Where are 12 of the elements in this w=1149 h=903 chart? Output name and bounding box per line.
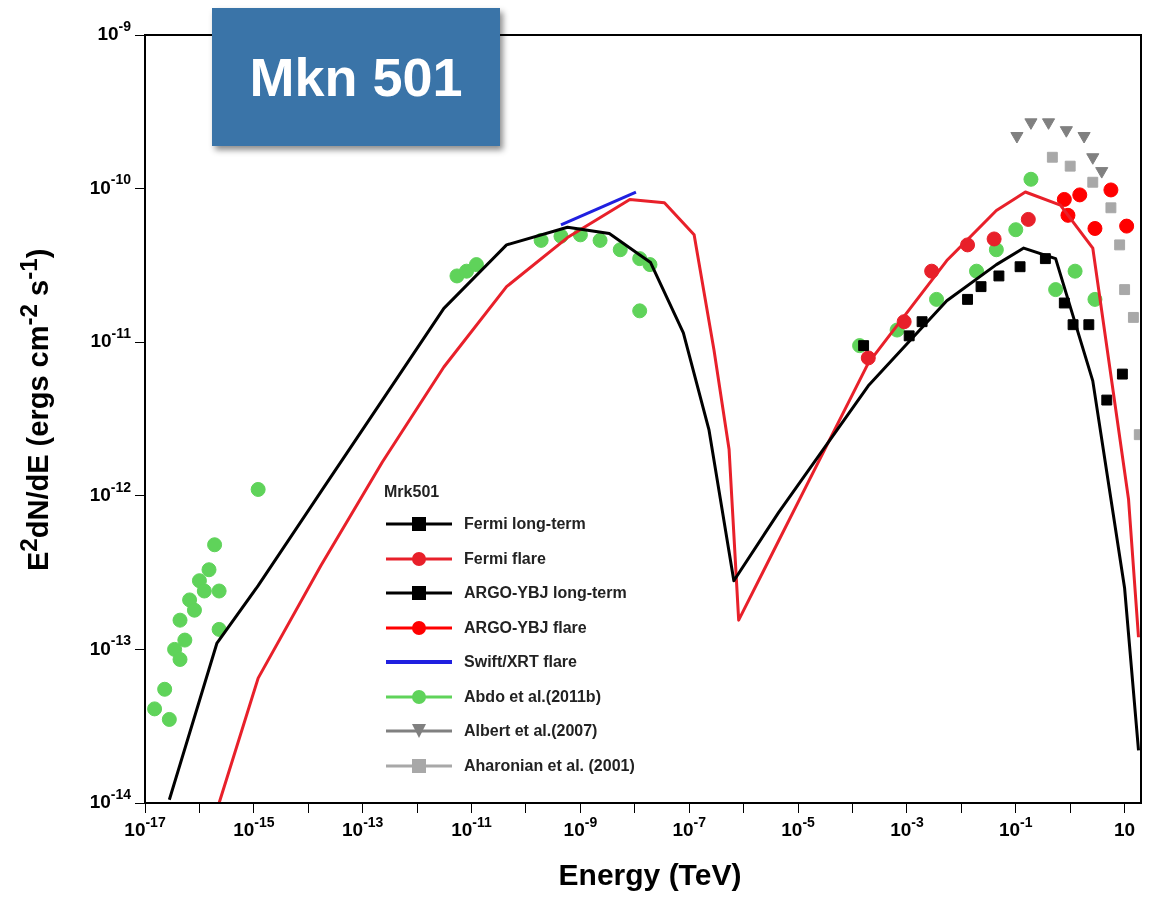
legend-label: Abdo et al.(2011b) (464, 687, 601, 706)
legend-label: Albert et al.(2007) (464, 722, 598, 741)
x-axis-title: Energy (TeV) (557, 858, 743, 892)
legend-label: Fermi flare (464, 549, 546, 568)
legend-label: Aharonian et al. (2001) (464, 756, 635, 775)
legend-label: ARGO-YBJ flare (464, 618, 587, 637)
legend-label: ARGO-YBJ long-term (464, 584, 627, 603)
legend-title: Mrk501 (384, 483, 441, 501)
x-tick-label: 10 (1114, 819, 1136, 841)
legend-label: Swift/XRT flare (464, 653, 577, 672)
legend-label: Fermi long-term (464, 515, 586, 534)
chart-title: Mkn 501 (212, 8, 500, 146)
